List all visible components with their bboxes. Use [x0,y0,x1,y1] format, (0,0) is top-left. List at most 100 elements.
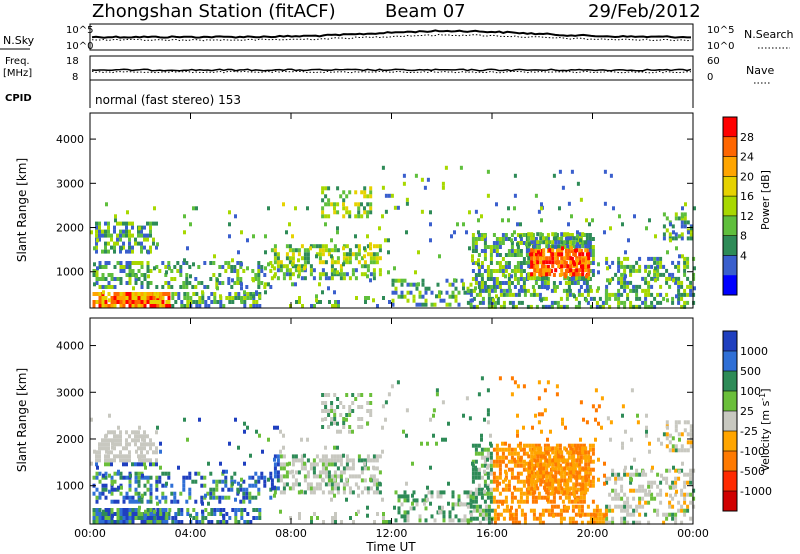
velocity-heatmap [90,376,696,525]
range-gate-cell [260,471,264,476]
range-gate-cell [572,244,576,249]
range-gate-cell [279,474,283,479]
range-gate-cell [140,245,143,250]
range-gate-cell [683,512,687,517]
range-gate-cell [683,492,687,497]
range-gate-cell [581,272,585,277]
range-gate-cell [345,258,348,263]
range-gate-cell [435,294,438,299]
range-gate-cell [342,490,346,495]
range-gate-cell [95,292,99,296]
range-gate-cell [549,269,553,273]
range-gate-cell [495,475,499,480]
range-gate-cell [298,516,301,520]
range-gate-cell [143,277,147,281]
range-gate-cell [533,256,537,261]
range-gate-cell [686,492,690,497]
range-gate-cell [508,288,512,293]
range-gate-cell [348,214,352,219]
range-gate-cell [545,256,549,261]
range-gate-cell [576,455,580,460]
range-gate-cell [95,273,99,277]
range-gate-cell [486,273,490,277]
range-gate-cell [635,468,639,473]
range-gate-cell [539,446,543,451]
range-gate-cell [527,482,531,487]
range-gate-cell [348,425,352,429]
range-gate-cell [543,463,547,468]
range-gate-cell [693,266,696,271]
colorbar-swatch [723,411,737,432]
range-gate-cell [146,300,150,304]
range-gate-cell [654,266,657,271]
range-gate-cell [572,260,576,265]
range-gate-cell [415,502,419,507]
range-gate-cell [101,273,105,277]
range-gate-cell [375,482,379,487]
range-gate-cell [680,232,684,237]
range-gate-cell [502,304,506,309]
range-gate-cell [577,288,581,293]
range-gate-cell [545,458,549,463]
colorbar-swatch [723,371,737,392]
range-gate-cell [95,495,99,500]
range-gate-cell [421,302,425,307]
range-gate-cell [345,454,349,459]
range-gate-cell [354,252,358,257]
range-gate-cell [534,253,538,257]
range-gate-cell [249,304,253,308]
range-gate-cell [218,273,222,277]
range-gate-cell [611,488,615,493]
range-gate-cell [251,269,255,273]
range-gate-cell [539,466,543,471]
range-gate-cell [584,248,588,253]
range-gate-cell [606,278,609,283]
range-gate-cell [678,437,681,442]
range-gate-cell [146,221,149,226]
range-gate-cell [542,272,546,277]
range-gate-cell [546,286,549,291]
range-gate-cell [102,290,105,295]
range-gate-cell [203,475,207,480]
range-gate-cell [495,451,499,456]
range-gate-cell [489,433,492,438]
range-gate-cell [466,518,470,523]
range-gate-cell [125,454,128,459]
range-gate-cell [269,487,273,492]
range-gate-cell [531,265,535,269]
range-gate-cell [629,488,633,493]
range-gate-cell [498,237,502,241]
range-gate-cell [388,520,391,524]
range-gate-cell [327,186,331,191]
range-gate-cell [267,282,270,287]
colorbar-frame [722,330,738,512]
freq-label: Freq. [5,56,30,67]
range-gate-cell [134,241,137,246]
range-gate-cell [387,238,390,243]
range-gate-cell [581,478,585,483]
power-ylabel: Slant Range [km] [15,158,29,262]
range-gate-cell [318,272,322,277]
range-gate-cell [587,462,591,467]
range-gate-cell [194,479,198,484]
range-gate-cell [315,298,318,303]
range-gate-cell [645,413,648,418]
range-gate-cell [436,490,440,495]
range-gate-cell [321,210,325,215]
range-gate-cell [424,494,428,499]
range-gate-cell [469,494,473,499]
range-gate-cell [554,252,558,257]
range-gate-cell [551,474,555,479]
range-gate-cell [659,500,663,505]
range-gate-cell [510,233,514,237]
range-gate-cell [531,249,535,253]
range-gate-cell [641,472,645,477]
range-gate-cell [638,264,642,269]
range-gate-cell [159,296,163,300]
range-gate-cell [645,425,648,430]
range-gate-cell [481,300,485,305]
range-gate-cell [294,454,298,459]
range-gate-cell [605,520,609,525]
range-gate-cell [680,304,684,309]
range-gate-cell [492,298,495,303]
